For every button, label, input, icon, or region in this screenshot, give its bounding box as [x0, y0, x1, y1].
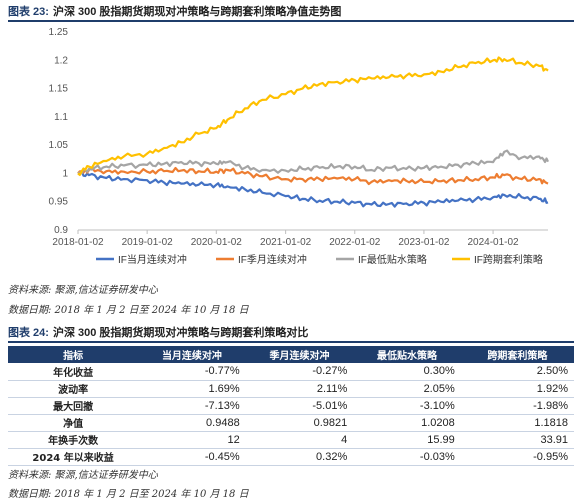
- chart-date-note: 数据日期: 2018 年 1 月 2 日至 2024 年 10 月 18 日: [8, 305, 249, 316]
- y-axis-labels: 0.9 0.95 1 1.05 1.1 1.15 1.2 1.25: [49, 27, 69, 236]
- x-tick-label: 2024-01-02: [467, 237, 519, 248]
- header-cell: 季月连续对冲: [245, 346, 354, 363]
- y-tick-label: 1.15: [49, 84, 69, 95]
- table-cell: 2.05%: [353, 380, 461, 398]
- table-tag: 图表 24:: [8, 327, 49, 339]
- table-cell: -0.45%: [138, 448, 246, 466]
- x-axis: 2018-01-02 2019-01-02 2020-01-02 2021-01-02…: [52, 229, 548, 248]
- header-cell: 最低贴水策略: [353, 346, 461, 363]
- table-row: 年化收益 -0.77% -0.27% 0.30% 2.50%: [8, 363, 574, 381]
- row-label: 年化收益: [8, 363, 139, 381]
- table-cell: 2.50%: [460, 363, 574, 381]
- row-label: 最大回撤: [8, 397, 139, 415]
- header-cell: 指标: [8, 346, 139, 363]
- table-cell: -3.10%: [353, 397, 461, 415]
- table-cell: 0.9488: [138, 414, 246, 432]
- comparison-table: 指标 当月连续对冲 季月连续对冲 最低贴水策略 跨期套利策略 年化收益 -0.7…: [8, 346, 574, 466]
- table-cell: -0.27%: [245, 363, 354, 381]
- table-row: 波动率 1.69% 2.11% 2.05% 1.92%: [8, 380, 574, 398]
- series-line: [77, 166, 549, 186]
- y-tick-label: 1.2: [54, 55, 68, 66]
- figure-tag: 图表 23:: [8, 6, 49, 18]
- legend-label: IF季月连续对冲: [238, 253, 307, 266]
- row-label: 年换手次数: [8, 431, 139, 449]
- figure-title: 图表 23: 沪深 300 股指期货期现对冲策略与跨期套利策略净值走势图: [8, 2, 574, 22]
- table-cell: 1.69%: [138, 380, 246, 398]
- table-cell: 1.92%: [460, 380, 574, 398]
- table-cell: 33.91: [460, 431, 574, 449]
- chart-source-note: 资料来源: 聚源,信达证券研发中心: [8, 285, 158, 296]
- table-date-note: 数据日期: 2018 年 1 月 2 日至 2024 年 10 月 18 日: [8, 489, 249, 500]
- series-line: [77, 56, 549, 176]
- table-row: 最大回撤 -7.13% -5.01% -3.10% -1.98%: [8, 397, 574, 415]
- header-cell: 当月连续对冲: [138, 346, 246, 363]
- table-cell: 4: [245, 431, 354, 449]
- table-cell: 1.1818: [460, 414, 574, 432]
- table-cell: -5.01%: [245, 397, 354, 415]
- table-cell: 0.30%: [353, 363, 461, 381]
- series-line: [77, 170, 549, 208]
- table-cell: 12: [138, 431, 246, 449]
- x-tick-label: 2018-01-02: [52, 237, 104, 248]
- table-cell: -0.77%: [138, 363, 246, 381]
- legend-label: IF最低贴水策略: [358, 253, 427, 266]
- series-line: [77, 149, 549, 175]
- table-source-note: 资料来源: 聚源,信达证券研发中心: [8, 470, 158, 481]
- y-tick-label: 0.95: [49, 197, 69, 208]
- table-cell: 2.11%: [245, 380, 354, 398]
- table-header-row: 指标 当月连续对冲 季月连续对冲 最低贴水策略 跨期套利策略: [8, 346, 574, 363]
- table-row: 净值 0.9488 0.9821 1.0208 1.1818: [8, 414, 574, 432]
- table-cell: 0.32%: [245, 448, 354, 466]
- row-label: 净值: [8, 414, 139, 432]
- y-tick-label: 0.9: [54, 225, 68, 236]
- table-title: 图表 24: 沪深 300 股指期货期现对冲策略与跨期套利策略对比: [8, 323, 574, 343]
- table-cell: 1.0208: [353, 414, 461, 432]
- row-label: 波动率: [8, 380, 139, 398]
- series-lines: [77, 56, 549, 208]
- x-tick-label: 2022-01-02: [329, 237, 381, 248]
- table-cell: 15.99: [353, 431, 461, 449]
- y-tick-label: 1: [62, 168, 68, 179]
- header-cell: 跨期套利策略: [460, 346, 574, 363]
- x-tick-label: 2020-01-02: [191, 237, 243, 248]
- x-tick-label: 2021-01-02: [260, 237, 312, 248]
- y-tick-label: 1.1: [54, 112, 68, 123]
- legend-label: IF跨期套利策略: [474, 253, 543, 266]
- figure-title-text: 沪深 300 股指期货期现对冲策略与跨期套利策略净值走势图: [52, 6, 342, 18]
- table-cell: -7.13%: [138, 397, 246, 415]
- table-cell: -0.03%: [353, 448, 461, 466]
- y-tick-label: 1.05: [49, 140, 69, 151]
- row-label: 2024 年以来收益: [8, 448, 139, 466]
- table-cell: 0.9821: [245, 414, 354, 432]
- legend-label: IF当月连续对冲: [118, 253, 187, 266]
- table-title-text: 沪深 300 股指期货期现对冲策略与跨期套利策略对比: [52, 327, 309, 339]
- x-tick-label: 2023-01-02: [398, 237, 450, 248]
- table-row: 2024 年以来收益 -0.45% 0.32% -0.03% -0.95%: [8, 448, 574, 466]
- table-cell: -1.98%: [460, 397, 574, 415]
- table-cell: -0.95%: [460, 448, 574, 466]
- x-tick-label: 2019-01-02: [122, 237, 174, 248]
- legend: IF当月连续对冲 IF季月连续对冲 IF最低贴水策略 IF跨期套利策略: [96, 253, 543, 266]
- table-row: 年换手次数 12 4 15.99 33.91: [8, 431, 574, 449]
- y-tick-label: 1.25: [49, 27, 69, 38]
